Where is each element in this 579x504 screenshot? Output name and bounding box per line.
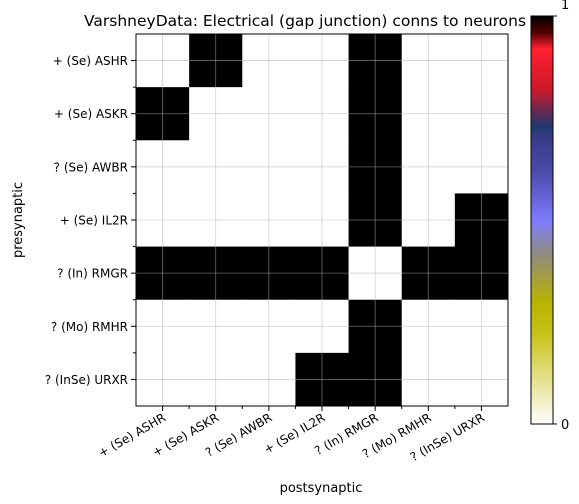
y-tick-label: ? (Mo) RMHR (51, 320, 128, 334)
y-tick-label: ? (InSe) URXR (45, 373, 128, 387)
y-tick-label: ? (In) RMGR (57, 267, 128, 281)
chart-title: VarshneyData: Electrical (gap junction) … (84, 12, 526, 30)
y-tick-label: + (Se) ASKR (54, 107, 128, 121)
y-axis-label: presynaptic (11, 182, 26, 258)
x-tick-labels: + (Se) ASHR+ (Se) ASKR? (Se) AWBR+ (Se) … (96, 406, 487, 464)
colorbar (530, 15, 554, 425)
colorbar-label-min: 0 (561, 418, 569, 433)
x-axis-label: postsynaptic (280, 481, 363, 496)
y-tick-labels: + (Se) ASHR + (Se) ASKR ? (Se) AWBR + (Se) … (45, 54, 136, 387)
y-tick-label: + (Se) IL2R (60, 214, 128, 228)
y-tick-label: + (Se) ASHR (53, 54, 128, 68)
colorbar-label-max: 1 (561, 0, 569, 13)
heatmap-gridlines (136, 34, 508, 406)
y-tick-label: ? (Se) AWBR (54, 160, 128, 174)
